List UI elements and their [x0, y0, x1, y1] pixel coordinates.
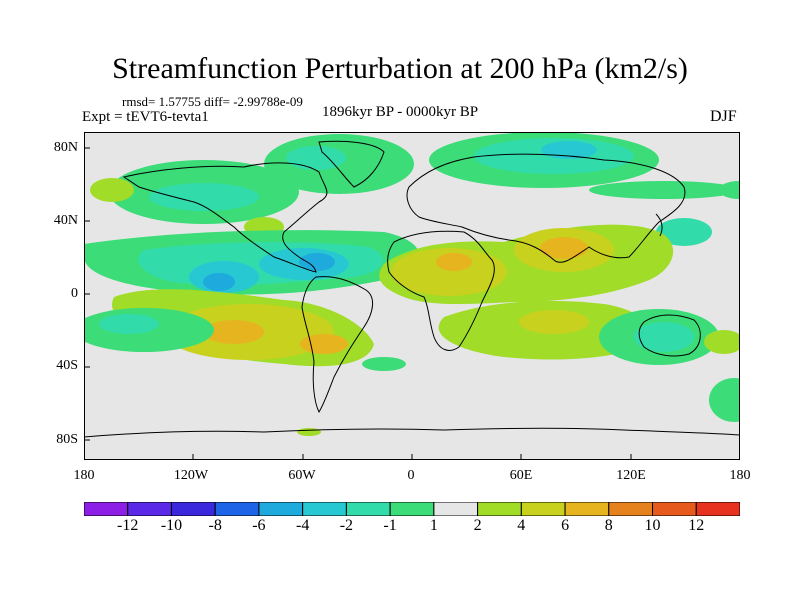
colorbar-label: -6	[252, 517, 266, 534]
lat-tick: 80N	[53, 140, 78, 155]
contour-region	[204, 320, 264, 344]
colorbar-label: -4	[296, 517, 310, 534]
colorbar-box	[477, 502, 522, 516]
colorbar-label: 6	[561, 517, 570, 534]
contour-region	[99, 314, 159, 334]
colorbar-box	[214, 502, 260, 516]
colorbar-label: -8	[208, 517, 222, 534]
coastline-antarctica	[84, 427, 740, 438]
contour-region	[719, 181, 740, 199]
colorbar-box	[258, 502, 304, 516]
coastline-japan	[655, 213, 663, 237]
colorbar	[84, 502, 740, 516]
chart-title: Streamfunction Perturbation at 200 hPa (…	[112, 52, 688, 85]
colorbar-box	[652, 502, 697, 516]
contour-region	[286, 146, 346, 170]
colorbar-box	[608, 502, 654, 516]
contour-region	[203, 273, 235, 291]
colorbar-box	[389, 502, 435, 516]
coastline-africa	[387, 230, 495, 351]
colorbar-label: 1	[429, 517, 438, 534]
contour-region	[709, 378, 740, 422]
lon-tick: 60W	[288, 468, 316, 483]
contour-fields	[84, 132, 740, 436]
period-label: 1896kyr BP - 0000kyr BP	[322, 104, 479, 120]
stats-label: rmsd= 1.57755 diff= -2.99788e-09	[122, 94, 303, 109]
contour-region	[589, 181, 739, 199]
colorbar-box	[564, 502, 610, 516]
coastline-south-america	[301, 276, 373, 414]
season-label: DJF	[710, 108, 737, 125]
contour-region	[436, 253, 472, 271]
experiment-label: Expt = tEVT6-tevta1	[82, 109, 209, 125]
contour-region	[297, 428, 321, 436]
coastline-greenland	[318, 140, 385, 188]
lon-tick: 0	[407, 468, 415, 483]
colorbar-label: 8	[604, 517, 613, 534]
coastlines	[84, 140, 740, 438]
contour-region	[704, 330, 740, 354]
lon-tick: 180	[73, 468, 95, 483]
contour-region	[541, 141, 597, 159]
contour-region	[656, 218, 712, 246]
colorbar-label: 12	[688, 517, 705, 534]
contour-region	[300, 334, 348, 354]
colorbar-label: -12	[117, 517, 139, 534]
lon-tick: 120W	[173, 468, 209, 483]
lat-tick: 0	[71, 286, 78, 301]
colorbar-box	[345, 502, 391, 516]
map-plot	[84, 132, 740, 460]
coastline-north-america	[122, 162, 328, 273]
coastline-eurasia	[406, 153, 686, 263]
contour-region	[391, 248, 507, 296]
colorbar-box	[433, 502, 479, 516]
colorbar-label: 2	[473, 517, 482, 534]
colorbar-box	[695, 502, 740, 516]
contour-region	[519, 310, 589, 334]
colorbar-label: -2	[339, 517, 354, 534]
colorbar-label: -10	[160, 517, 183, 534]
colorbar-label: 10	[644, 517, 661, 534]
contour-region	[634, 322, 694, 352]
lon-tick: 120E	[616, 468, 646, 483]
colorbar-label: 4	[517, 517, 526, 534]
contour-region	[149, 183, 259, 211]
colorbar-label: -1	[383, 517, 397, 534]
contour-region	[299, 253, 335, 271]
colorbar-box	[520, 502, 566, 516]
colorbar-box	[302, 502, 347, 516]
lat-tick: 40S	[56, 358, 78, 373]
contour-region	[90, 178, 134, 202]
colorbar-box	[84, 502, 129, 516]
coastline-australia	[638, 314, 701, 357]
colorbar-box	[127, 502, 172, 516]
contour-region	[362, 357, 406, 371]
lat-tick: 40N	[53, 213, 78, 228]
lat-tick: 80S	[56, 432, 78, 447]
contour-region	[540, 237, 588, 259]
axis-ticks	[84, 147, 632, 460]
lon-tick: 180	[729, 468, 751, 483]
lon-tick: 60E	[509, 468, 533, 483]
colorbar-box	[170, 502, 216, 516]
